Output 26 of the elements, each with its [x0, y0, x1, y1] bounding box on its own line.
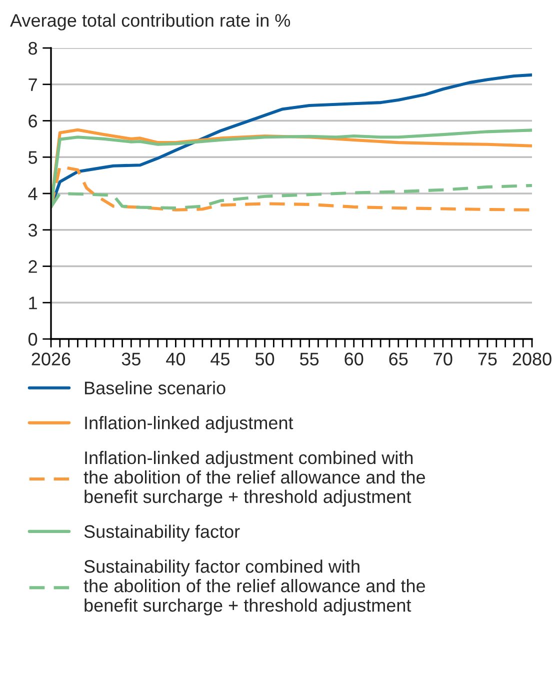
x-tick-label: 2026 — [32, 352, 70, 366]
y-tick-label: 7 — [28, 78, 37, 91]
y-tick-label: 0 — [28, 332, 38, 346]
legend-label: Sustainability factor — [84, 524, 240, 542]
x-tick-label: 40 — [166, 352, 186, 366]
x-tick-label: 35 — [122, 352, 140, 366]
legend-label: Baseline scenario — [85, 381, 226, 394]
legend-label: Sustainability factor combined with the abolition of the relief allowance and the benefit surcharge + threshold adjustment — [84, 560, 426, 616]
x-tick-label: 70 — [434, 352, 452, 366]
x-tick-label: 60 — [344, 352, 364, 366]
chart-title: Average total contribution rate in % — [10, 14, 290, 30]
x-tick-label: 75 — [478, 352, 497, 366]
x-tick-label: 45 — [210, 352, 230, 366]
legend-label: Inflation-linked adjustment — [85, 416, 294, 433]
y-tick-label: 2 — [28, 260, 37, 273]
legend-label: Inflation-linked adjustment combined with the abolition of the relief allowance and the benefit surcharge + threshold adjustment — [84, 450, 426, 507]
y-tick-label: 5 — [28, 151, 38, 164]
y-tick-label: 3 — [28, 224, 38, 237]
y-tick-label: 8 — [28, 42, 38, 55]
y-tick-label: 6 — [28, 114, 38, 128]
x-tick-label: 50 — [255, 352, 274, 366]
y-tick-label: 1 — [29, 296, 37, 310]
y-tick-label: 4 — [28, 188, 38, 200]
x-tick-label: 55 — [300, 352, 319, 366]
x-tick-label: 65 — [389, 352, 408, 366]
x-tick-label: 2080 — [512, 352, 552, 366]
